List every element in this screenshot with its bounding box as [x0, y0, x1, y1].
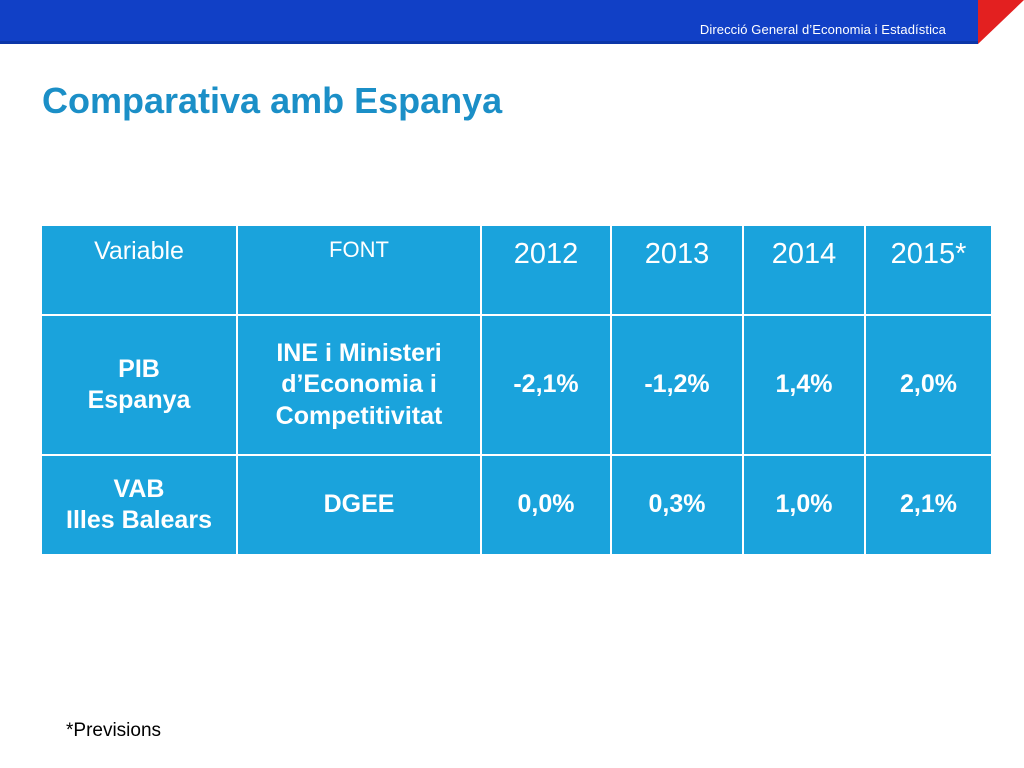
header-corner-accent [978, 0, 1024, 44]
cell-value-2013: 0,3% [610, 454, 744, 556]
header-2013: 2013 [610, 224, 744, 316]
cell-value-2015: 2,0% [864, 314, 993, 456]
cell-value-2012: -2,1% [480, 314, 612, 456]
cell-value-2013: -1,2% [610, 314, 744, 456]
header-2014: 2014 [742, 224, 866, 316]
header-font: FONT [236, 224, 482, 316]
variable-line: Espanya [87, 386, 191, 414]
cell-source: DGEE [236, 454, 482, 556]
cell-value-2012: 0,0% [480, 454, 612, 556]
header-2012: 2012 [480, 224, 612, 316]
variable-line: Illes Balears [66, 506, 212, 534]
header-title: Direcció General d’Economia i Estadístic… [699, 22, 946, 37]
cell-source: INE i Ministeri d’Economia i Competitivi… [236, 314, 482, 456]
cell-value-2014: 1,4% [742, 314, 866, 456]
variable-line: PIB [118, 354, 160, 383]
header-2015: 2015* [864, 224, 993, 316]
footnote: *Previsions [66, 720, 162, 741]
page-title: Comparativa amb Espanya [42, 80, 503, 121]
cell-value-2014: 1,0% [742, 454, 866, 556]
table-header-row: Variable FONT 2012 2013 2014 2015* [40, 224, 993, 316]
header-variable: Variable [40, 224, 238, 316]
table-row: PIB Espanya INE i Ministeri d’Economia i… [40, 314, 993, 456]
cell-variable: VAB Illes Balears [40, 454, 238, 556]
source-line: DGEE [323, 490, 395, 519]
table-row: VAB Illes Balears DGEE 0,0% 0,3% 1,0% 2,… [40, 454, 993, 556]
comparison-table: Variable FONT 2012 2013 2014 2015* PIB E… [40, 224, 993, 556]
source-line: INE i Ministeri [276, 339, 442, 368]
corner-triangle-icon [978, 0, 1024, 44]
source-line: Competitivitat [275, 401, 443, 430]
source-line: d’Economia i [281, 370, 437, 399]
cell-variable: PIB Espanya [40, 314, 238, 456]
header-band: Direcció General d’Economia i Estadístic… [0, 0, 978, 44]
cell-value-2015: 2,1% [864, 454, 993, 556]
variable-line: VAB [113, 474, 165, 503]
